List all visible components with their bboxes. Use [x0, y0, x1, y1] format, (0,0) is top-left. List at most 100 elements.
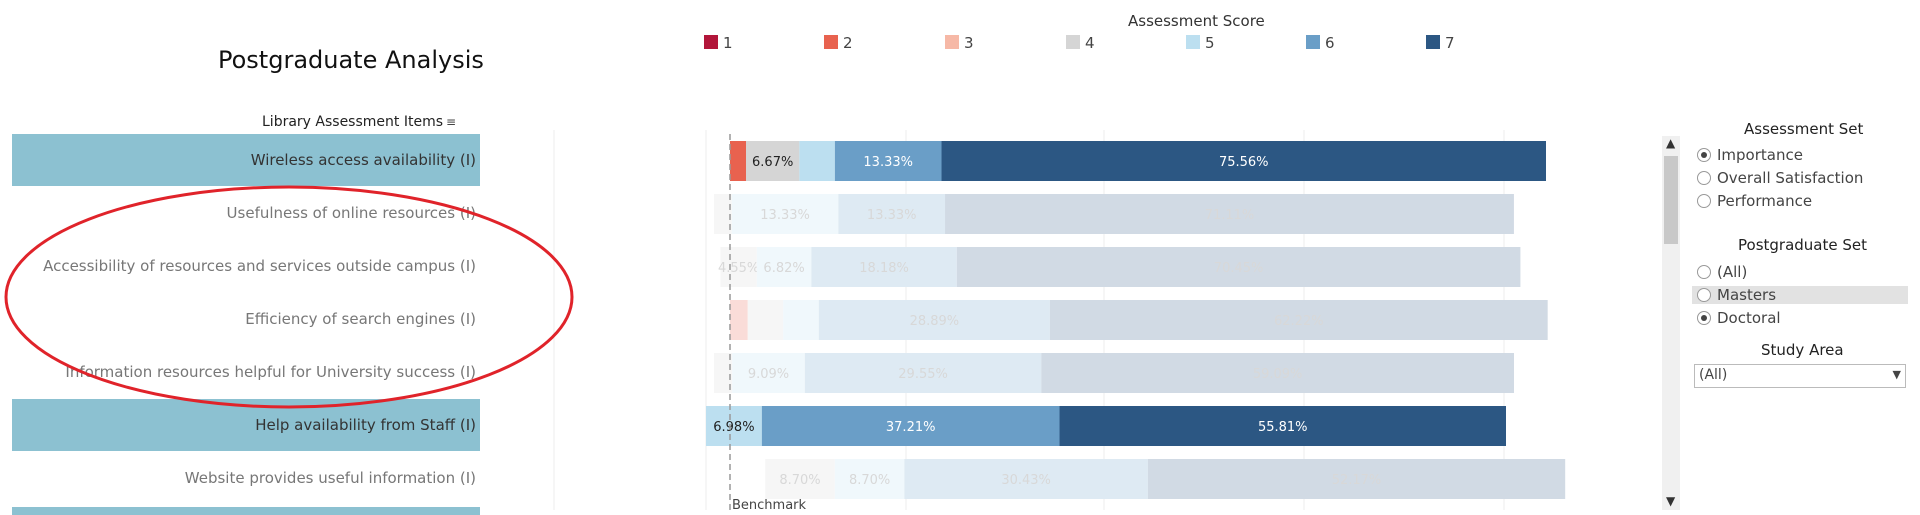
row-item[interactable]: Website provides useful information (I) — [12, 452, 480, 504]
legend-label: 3 — [964, 34, 974, 52]
data-label: 13.33% — [863, 155, 913, 170]
study-area-value: (All) — [1699, 367, 1728, 383]
legend-swatch — [704, 35, 718, 49]
radio-label: Masters — [1717, 286, 1777, 304]
row-item[interactable]: Help availability from Staff (I) — [12, 399, 480, 451]
benchmark-label: Benchmark — [732, 498, 807, 510]
legend-label: 6 — [1325, 34, 1335, 52]
data-label: 6.67% — [752, 155, 793, 170]
legend-swatch — [824, 35, 838, 49]
radio-option[interactable]: Overall Satisfaction — [1697, 169, 1863, 187]
radio-selected-icon — [1697, 148, 1711, 162]
bar-segment — [706, 406, 762, 446]
bar-segment — [746, 141, 800, 181]
row-label: Wireless access availability (I) — [250, 151, 476, 169]
bar-segment — [945, 194, 1514, 234]
legend-item-3[interactable]: 3 — [945, 34, 974, 52]
data-label: 52.17% — [1332, 473, 1382, 488]
data-label: 59.09% — [1253, 367, 1303, 382]
legend-label: 4 — [1085, 34, 1095, 52]
bar-segment — [834, 459, 905, 499]
bar-segment — [811, 247, 957, 287]
data-label: 62.22% — [1274, 314, 1324, 329]
bar-segment — [730, 300, 748, 340]
row-item[interactable]: Wireless access availability (I) — [12, 134, 480, 186]
row-label: Efficiency of search engines (I) — [245, 310, 476, 328]
bar-segment — [783, 300, 819, 340]
bar-segment — [818, 300, 1050, 340]
radio-label: (All) — [1717, 263, 1748, 281]
radio-option[interactable]: Doctoral — [1697, 309, 1781, 327]
row-label: Website provides useful information (I) — [184, 469, 476, 487]
bar-segment — [720, 247, 757, 287]
bar-segment — [730, 141, 746, 181]
data-label: 37.21% — [886, 420, 936, 435]
bar-segment — [941, 141, 1546, 181]
radio-label: Overall Satisfaction — [1717, 169, 1864, 187]
bar-segment — [834, 141, 942, 181]
data-label: 29.55% — [898, 367, 948, 382]
data-label: 55.81% — [1258, 420, 1308, 435]
study-area-dropdown[interactable]: (All) ▼ — [1694, 364, 1906, 388]
legend-item-5[interactable]: 5 — [1186, 34, 1215, 52]
legend-label: 7 — [1445, 34, 1455, 52]
radio-empty-icon — [1697, 265, 1711, 279]
radio-selected-icon — [1697, 311, 1711, 325]
bar-segment — [1059, 406, 1506, 446]
bar-segment — [1041, 353, 1514, 393]
data-label: 30.43% — [1001, 473, 1051, 488]
radio-option[interactable]: Importance — [1697, 146, 1803, 164]
items-header-label: Library Assessment Items — [262, 114, 443, 130]
legend-swatch — [1066, 35, 1080, 49]
legend-item-6[interactable]: 6 — [1306, 34, 1335, 52]
legend-swatch — [1426, 35, 1440, 49]
bar-segment — [747, 300, 784, 340]
radio-option[interactable]: Performance — [1697, 192, 1812, 210]
bar-segment — [756, 247, 812, 287]
radio-label: Doctoral — [1717, 309, 1781, 327]
data-label: 8.70% — [779, 473, 820, 488]
radio-empty-icon — [1697, 194, 1711, 208]
row-item[interactable]: Usefulness of online resources (I) — [12, 187, 480, 239]
sort-descending-icon[interactable]: ≡ — [446, 115, 457, 129]
bar-segment — [1049, 300, 1548, 340]
row-label: Accessibility of resources and services … — [43, 257, 476, 275]
postgraduate-set-title: Postgraduate Set — [1738, 236, 1867, 254]
legend-item-2[interactable]: 2 — [824, 34, 853, 52]
study-area-title: Study Area — [1761, 341, 1844, 359]
bar-segment — [765, 459, 835, 499]
scrollbar-thumb[interactable] — [1664, 156, 1678, 244]
radio-label: Importance — [1717, 146, 1803, 164]
legend-label: 5 — [1205, 34, 1215, 52]
bar-segment — [732, 353, 805, 393]
radio-option[interactable]: (All) — [1697, 263, 1747, 281]
row-label: Help availability from Staff (I) — [255, 416, 476, 434]
data-label: 70.45% — [1214, 261, 1264, 276]
scroll-down-icon[interactable]: ▼ — [1666, 494, 1676, 508]
legend-label: 1 — [723, 34, 733, 52]
row-label: Usefulness of online resources (I) — [226, 204, 476, 222]
page-title: Postgraduate Analysis — [218, 46, 484, 74]
legend-label: 2 — [843, 34, 853, 52]
bar-segment — [1147, 459, 1566, 499]
bar-segment — [838, 194, 946, 234]
row-item[interactable]: Information resources helpful for Univer… — [12, 346, 480, 398]
bar-segment — [956, 247, 1521, 287]
legend-item-1[interactable]: 1 — [704, 34, 733, 52]
row-item[interactable]: Efficiency of search engines (I) — [12, 293, 480, 345]
legend-item-7[interactable]: 7 — [1426, 34, 1455, 52]
bar-segment — [731, 194, 839, 234]
data-label: 9.09% — [748, 367, 789, 382]
radio-option[interactable]: Masters — [1692, 286, 1908, 304]
data-label: 75.56% — [1219, 155, 1269, 170]
scroll-up-icon[interactable]: ▲ — [1666, 136, 1676, 150]
legend-swatch — [945, 35, 959, 49]
data-label: 6.98% — [713, 420, 754, 435]
data-label: 4.55% — [718, 261, 759, 276]
legend-item-4[interactable]: 4 — [1066, 34, 1095, 52]
chevron-down-icon: ▼ — [1892, 368, 1901, 381]
row-item[interactable]: Accessibility of resources and services … — [12, 240, 480, 292]
bar-segment — [714, 194, 732, 234]
bar-segment — [714, 353, 733, 393]
